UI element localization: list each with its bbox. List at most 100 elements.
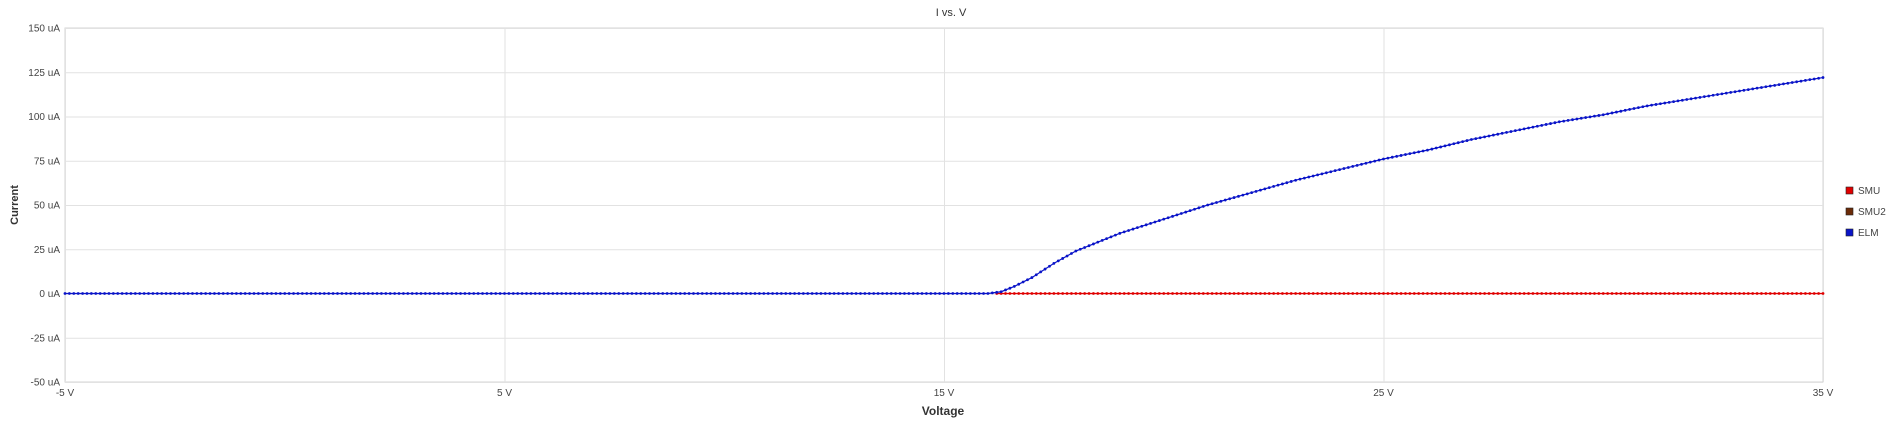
series-smu (995, 292, 1825, 295)
data-point-smu (1092, 292, 1095, 295)
data-point-elm (221, 292, 225, 295)
data-point-elm (186, 292, 190, 295)
data-point-elm (1149, 222, 1152, 225)
data-point-elm (1232, 196, 1236, 199)
data-point-elm (845, 292, 849, 295)
data-point-elm (1263, 187, 1267, 191)
data-point-elm (881, 292, 884, 295)
data-point-elm (1267, 186, 1271, 190)
data-point-elm (309, 292, 313, 295)
data-point-smu (1034, 292, 1038, 295)
data-point-smu (1641, 292, 1645, 295)
data-point-elm (1390, 155, 1394, 159)
data-point-elm (248, 292, 251, 295)
data-point-elm (1228, 197, 1232, 201)
data-point-elm (1272, 185, 1276, 188)
data-point-smu (1166, 292, 1170, 295)
data-point-elm (709, 292, 713, 295)
data-point-elm (1048, 264, 1051, 268)
data-point-smu (1320, 292, 1324, 295)
data-point-smu (1474, 292, 1478, 295)
data-point-elm (1171, 214, 1174, 218)
data-point-elm (1210, 202, 1214, 206)
data-point-elm (147, 292, 150, 295)
data-point-elm (437, 292, 440, 295)
data-point-elm (1452, 142, 1456, 146)
y-tick-label: 75 uA (34, 156, 60, 167)
data-point-elm (793, 292, 796, 295)
data-point-elm (322, 292, 326, 295)
data-point-smu (1267, 292, 1271, 295)
data-point-elm (1786, 81, 1790, 85)
data-point-smu (1513, 292, 1517, 295)
data-point-elm (169, 292, 172, 295)
data-point-elm (1426, 148, 1429, 152)
data-point-elm (287, 292, 291, 295)
data-point-smu (1434, 292, 1438, 295)
data-point-elm (1105, 237, 1109, 241)
data-point-smu (1483, 292, 1486, 295)
data-point-elm (1456, 141, 1460, 145)
data-point-elm (1017, 282, 1021, 286)
data-point-smu (1412, 292, 1416, 295)
data-point-smu (1074, 292, 1078, 295)
data-point-elm (1716, 93, 1719, 96)
data-point-smu (1588, 292, 1592, 295)
data-point-smu (1716, 292, 1719, 295)
data-point-elm (423, 292, 427, 295)
data-point-smu (1131, 292, 1135, 295)
data-point-elm (155, 292, 159, 295)
data-point-elm (938, 292, 941, 295)
data-point-elm (1601, 113, 1605, 117)
data-point-elm (599, 292, 603, 295)
data-point-elm (692, 292, 695, 295)
data-point-elm (362, 292, 366, 295)
data-point-smu (1004, 292, 1007, 295)
legend-swatch-elm (1845, 228, 1854, 237)
data-point-smu (1676, 292, 1680, 295)
data-point-elm (1307, 175, 1311, 179)
data-point-elm (705, 292, 709, 295)
data-point-elm (1623, 108, 1627, 112)
data-point-elm (678, 292, 682, 295)
data-point-elm (951, 292, 955, 295)
data-point-elm (450, 292, 454, 295)
data-point-elm (621, 292, 625, 295)
data-point-elm (841, 292, 845, 295)
data-point-elm (630, 292, 634, 295)
y-tick-label: 0 uA (39, 289, 60, 300)
data-point-elm (1812, 77, 1816, 81)
data-point-elm (876, 292, 880, 295)
data-point-elm (1030, 276, 1034, 279)
data-point-elm (481, 292, 484, 295)
data-point-smu (1698, 292, 1702, 295)
data-point-elm (270, 292, 273, 295)
data-point-elm (1566, 118, 1570, 122)
data-point-smu (1733, 292, 1737, 295)
data-point-elm (626, 292, 629, 295)
data-point-smu (1140, 292, 1144, 295)
data-point-elm (160, 292, 164, 295)
data-point-elm (801, 292, 805, 295)
data-point-smu (1544, 292, 1548, 295)
data-point-smu (1632, 292, 1636, 295)
data-point-elm (832, 292, 836, 295)
data-point-elm (1720, 92, 1724, 96)
data-point-elm (555, 292, 559, 295)
data-point-elm (564, 292, 568, 295)
data-point-elm (823, 292, 827, 295)
data-point-smu (1298, 292, 1302, 295)
data-point-elm (204, 292, 208, 295)
data-point-elm (1738, 89, 1741, 93)
data-point-elm (1773, 83, 1777, 87)
data-point-elm (1645, 104, 1649, 108)
data-point-elm (1698, 95, 1702, 99)
data-point-smu (1535, 292, 1539, 295)
data-point-elm (1610, 111, 1614, 115)
data-point-elm (1215, 201, 1218, 204)
data-point-elm (1724, 91, 1728, 95)
data-point-elm (1004, 288, 1007, 292)
data-point-elm (753, 292, 757, 295)
data-point-elm (1535, 124, 1539, 128)
data-point-elm (1021, 280, 1025, 284)
